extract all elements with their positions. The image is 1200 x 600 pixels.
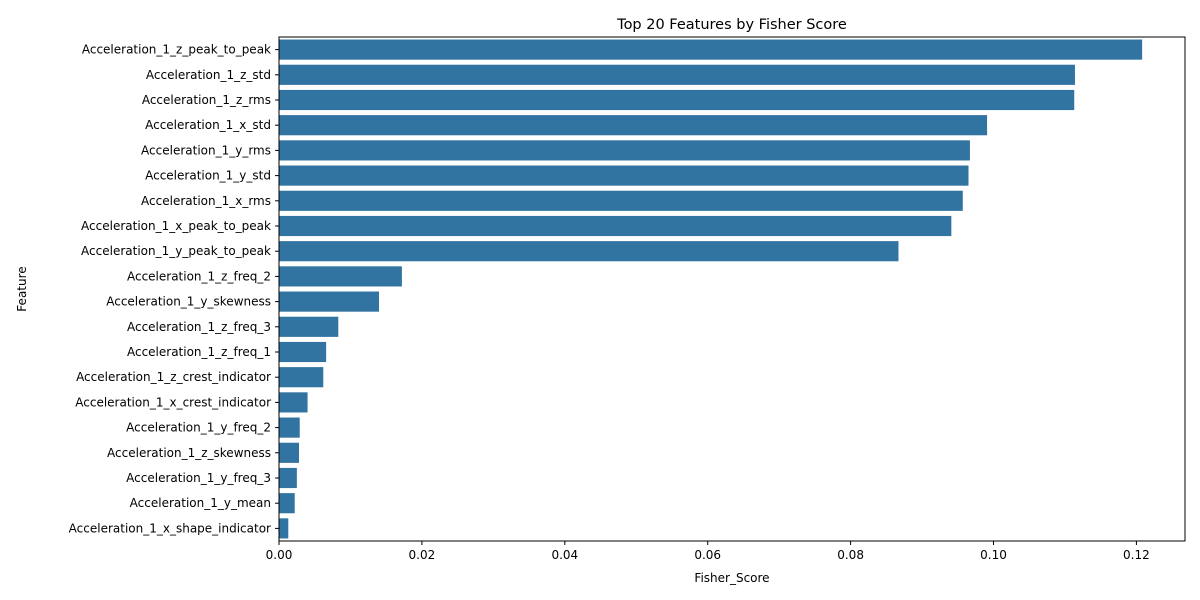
bar-Acceleration_1_y_freq_2 xyxy=(279,417,300,438)
bar-Acceleration_1_x_shape_indicator xyxy=(279,518,289,539)
bar-Acceleration_1_y_rms xyxy=(279,140,970,161)
bar-Acceleration_1_z_std xyxy=(279,64,1075,85)
bar-Acceleration_1_z_freq_3 xyxy=(279,316,339,337)
y-tick-label: Acceleration_1_y_skewness xyxy=(106,295,271,309)
x-tick-label: 0.02 xyxy=(409,548,436,562)
y-tick-label: Acceleration_1_z_crest_indicator xyxy=(76,370,271,384)
y-tick-label: Acceleration_1_y_mean xyxy=(130,496,271,510)
y-tick-label: Acceleration_1_y_freq_3 xyxy=(126,471,271,485)
y-tick-label: Acceleration_1_y_std xyxy=(145,169,271,183)
x-tick-label: 0.00 xyxy=(266,548,293,562)
y-tick-label: Acceleration_1_z_peak_to_peak xyxy=(82,43,271,57)
bar-Acceleration_1_x_peak_to_peak xyxy=(279,215,952,237)
bar-Acceleration_1_x_std xyxy=(279,115,988,136)
y-tick-label: Acceleration_1_x_std xyxy=(145,118,271,132)
plot-frame xyxy=(278,36,1186,542)
bar-Acceleration_1_z_rms xyxy=(279,89,1075,111)
bar-Acceleration_1_z_freq_2 xyxy=(279,266,402,287)
y-tick-label: Acceleration_1_z_skewness xyxy=(107,446,271,460)
y-tick-label: Acceleration_1_z_freq_1 xyxy=(127,345,271,359)
y-tick-label: Acceleration_1_y_peak_to_peak xyxy=(81,244,271,258)
y-tick-label: Acceleration_1_x_crest_indicator xyxy=(75,395,271,409)
y-tick-label: Acceleration_1_y_rms xyxy=(141,143,271,157)
bar-Acceleration_1_z_skewness xyxy=(279,442,300,463)
y-tick-label: Acceleration_1_y_freq_2 xyxy=(126,421,271,435)
bar-Acceleration_1_y_std xyxy=(279,165,969,186)
chart-title: Top 20 Features by Fisher Score xyxy=(616,17,847,33)
y-tick-label: Acceleration_1_z_freq_3 xyxy=(127,320,271,334)
bar-Acceleration_1_y_mean xyxy=(279,493,295,514)
bar-Acceleration_1_x_rms xyxy=(279,190,963,211)
x-tick-label: 0.12 xyxy=(1123,548,1150,562)
y-tick-label: Acceleration_1_z_rms xyxy=(142,93,271,107)
y-tick-label: Acceleration_1_x_shape_indicator xyxy=(69,521,271,535)
x-axis-title: Fisher_Score xyxy=(694,571,769,585)
x-tick-label: 0.04 xyxy=(551,548,578,562)
bar-Acceleration_1_y_skewness xyxy=(279,291,380,312)
bar-Acceleration_1_y_peak_to_peak xyxy=(279,241,899,262)
x-tick-label: 0.08 xyxy=(837,548,864,562)
x-tick-label: 0.10 xyxy=(980,548,1007,562)
y-axis-title: Feature xyxy=(15,266,29,311)
y-tick-label: Acceleration_1_z_freq_2 xyxy=(127,269,271,283)
bar-Acceleration_1_z_peak_to_peak xyxy=(279,39,1143,60)
plot-area: Acceleration_1_z_peak_to_peak Acceleratio… xyxy=(69,39,1150,562)
bar-Acceleration_1_y_freq_3 xyxy=(279,467,297,489)
bar-Acceleration_1_z_crest_indicator xyxy=(279,367,324,388)
y-tick-label: Acceleration_1_x_peak_to_peak xyxy=(81,219,271,233)
y-tick-label: Acceleration_1_z_std xyxy=(146,68,271,82)
bar-Acceleration_1_x_crest_indicator xyxy=(279,392,308,413)
x-tick-label: 0.06 xyxy=(694,548,721,562)
y-tick-label: Acceleration_1_x_rms xyxy=(141,194,271,208)
bar-Acceleration_1_z_freq_1 xyxy=(279,341,327,363)
